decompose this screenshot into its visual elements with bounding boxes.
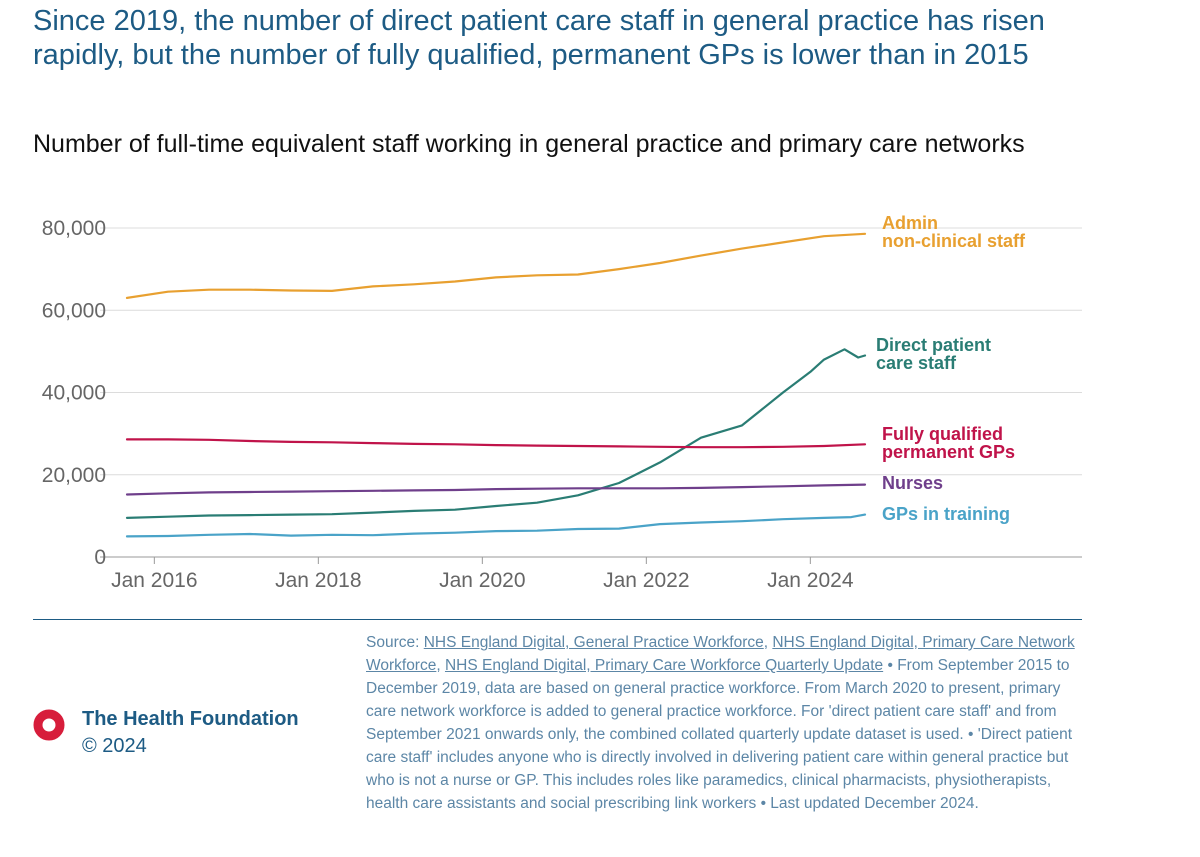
brand-block: The Health Foundation © 2024: [33, 706, 353, 766]
series-label-line: care staff: [876, 353, 957, 373]
y-tick-label: 0: [94, 546, 106, 569]
chart-title: Since 2019, the number of direct patient…: [33, 5, 1045, 71]
copyright: © 2024: [82, 735, 147, 757]
y-tick-label: 60,000: [42, 299, 106, 322]
series-label-fully-qualified-permanent-gps: Fully qualified permanent GPs: [882, 424, 1015, 462]
source-separator: ,: [436, 657, 445, 674]
series-label-line: Fully qualified: [882, 424, 1003, 444]
series-label-admin-non-clinical-staff: Admin non-clinical staff: [882, 213, 1026, 251]
footnote-body: • From September 2015 to December 2019, …: [366, 657, 1073, 812]
series-label-line: non-clinical staff: [882, 231, 1026, 251]
y-tick-label: 20,000: [42, 464, 106, 487]
red-ring-logo-icon: [33, 709, 65, 741]
x-tick-label: Jan 2024: [767, 569, 854, 592]
series-label-line: permanent GPs: [882, 442, 1015, 462]
source-link-gp-workforce[interactable]: NHS England Digital, General Practice Wo…: [423, 634, 764, 651]
x-tick-label: Jan 2022: [603, 569, 689, 592]
x-tick-label: Jan 2020: [439, 569, 525, 592]
brand-name: The Health Foundation: [82, 708, 299, 730]
series-label-direct-patient-care-staff: Direct patient care staff: [876, 335, 991, 373]
source-link-pcn-workforce[interactable]: NHS England Digital, Primary Care Networ…: [366, 634, 1075, 674]
source-separator: ,: [763, 634, 773, 651]
source-label: Source:: [366, 634, 420, 651]
x-tick-label: Jan 2018: [275, 569, 361, 592]
series-label-line: Admin: [882, 213, 938, 233]
series-line-nurses: [125, 483, 867, 496]
divider: [33, 619, 1082, 620]
series-label-line: GPs in training: [882, 504, 1010, 524]
x-tick-label: Jan 2016: [111, 569, 197, 592]
y-tick-label: 80,000: [42, 217, 106, 240]
gridlines: [100, 227, 1082, 558]
source-footnote: Source: NHS England Digital, General Pra…: [366, 631, 1086, 815]
x-axis-tick-labels: Jan 2016 Jan 2018 Jan 2020 Jan 2022 Jan 2024: [111, 557, 854, 592]
series-labels: Admin non-clinical staff Direct patient car…: [876, 213, 1026, 524]
source-link-quarterly-update[interactable]: NHS England Digital, Primary Care Workfo…: [444, 657, 884, 674]
series-label-line: Direct patient: [876, 335, 991, 355]
y-axis-tick-labels: 0 20,000 40,000 60,000 80,000: [42, 217, 106, 569]
chart-subtitle: Number of full-time equivalent staff wor…: [33, 130, 1025, 158]
series-label-gps-in-training: GPs in training: [882, 504, 1010, 524]
series-label-line: Nurses: [882, 473, 943, 493]
series-line-direct-patient-care-staff: [125, 348, 867, 519]
series-line-fully-qualified-permanent-gps: [125, 438, 867, 449]
series-label-nurses: Nurses: [882, 473, 943, 493]
series-line-gps-in-training: [125, 513, 867, 538]
series-line-admin-non-clinical-staff: [125, 232, 867, 299]
series-lines: [125, 232, 867, 538]
y-tick-label: 40,000: [42, 382, 106, 405]
